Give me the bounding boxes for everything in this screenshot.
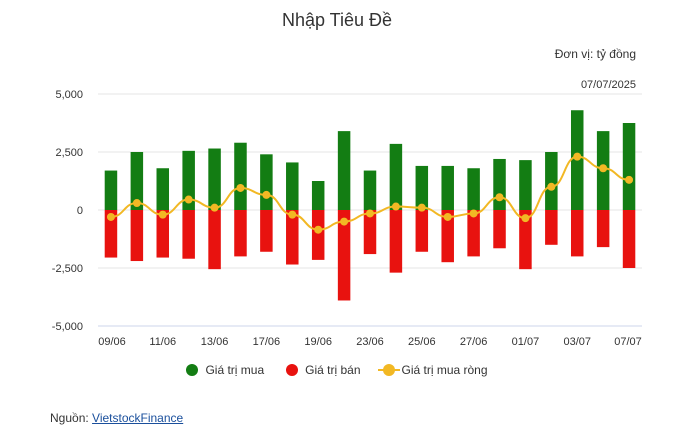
net-point [495, 193, 504, 202]
buy-bar [493, 158, 506, 210]
source: Nguồn: VietstockFinance [50, 411, 183, 425]
sell-bar [130, 210, 144, 262]
buy-bar [130, 152, 144, 210]
buy-bar [545, 152, 558, 210]
net-point [521, 214, 530, 223]
y-tick-label: -2,500 [52, 263, 83, 275]
net-point [288, 210, 297, 219]
net-point [236, 183, 245, 192]
buy-bar [389, 143, 403, 210]
buy-bar [234, 142, 247, 210]
buy-bar [415, 165, 429, 210]
net-point [443, 212, 452, 221]
y-tick-label: -5,000 [52, 321, 83, 333]
y-tick-label: 2,500 [55, 147, 83, 159]
net-line [106, 152, 634, 234]
legend-item-buy[interactable]: Giá trị mua [186, 363, 264, 377]
x-tick-label: 09/06 [98, 336, 126, 348]
net-point [340, 217, 349, 226]
buy-bar [622, 123, 636, 210]
net-point [417, 203, 426, 212]
buy-bar [519, 160, 532, 210]
buy-bar [156, 168, 170, 210]
sell-bar [182, 210, 195, 259]
net-point [573, 152, 582, 161]
sell-bar [493, 210, 506, 249]
buy-bar [441, 165, 454, 210]
sell-bar [519, 210, 532, 270]
sell-bar [363, 210, 377, 255]
sell-bar [156, 210, 170, 258]
x-tick-label: 17/06 [253, 336, 281, 348]
legend-label-buy: Giá trị mua [205, 363, 265, 377]
sell-bar [596, 210, 610, 248]
buy-bar [260, 154, 273, 210]
x-tick-label: 13/06 [201, 336, 229, 348]
net-point [262, 190, 271, 199]
sell-bar [622, 210, 636, 268]
sell-bar [260, 210, 273, 252]
x-tick-label: 27/06 [460, 336, 488, 348]
buy-marker-icon [186, 364, 199, 376]
date-label: 07/07/2025 [580, 79, 636, 91]
x-tick-label: 23/06 [356, 336, 384, 348]
net-point [599, 164, 608, 173]
y-axis: 5,000 2,500 0 -2,500 -5,000 [52, 89, 83, 333]
source-link[interactable]: VietstockFinance [92, 411, 184, 425]
buy-bar [337, 131, 351, 210]
sell-bar [570, 210, 584, 257]
net-point [184, 195, 193, 204]
buy-bar [363, 170, 377, 210]
buy-bar [467, 168, 480, 210]
sell-marker-icon [286, 364, 299, 376]
net-point [469, 209, 478, 218]
net-point [547, 182, 556, 191]
net-point [158, 210, 167, 219]
y-tick-label: 5,000 [55, 89, 83, 101]
bars [104, 110, 636, 301]
sell-bar [208, 210, 221, 270]
legend-item-sell[interactable]: Giá trị bán [286, 363, 361, 377]
x-tick-label: 01/07 [512, 336, 540, 348]
x-tick-label: 25/06 [408, 336, 436, 348]
buy-bar [311, 181, 325, 210]
sell-bar [286, 210, 299, 265]
net-marker-icon [377, 364, 400, 376]
net-point [210, 203, 219, 212]
sell-bar [234, 210, 247, 257]
legend-label-net: Giá trị mua ròng [401, 363, 488, 377]
net-point [391, 202, 400, 211]
legend-label-sell: Giá trị bán [305, 363, 361, 377]
buy-bar [182, 150, 195, 210]
sell-bar [104, 210, 118, 258]
buy-bar [104, 170, 118, 210]
sell-bar [415, 210, 429, 252]
x-tick-label: 19/06 [304, 336, 332, 348]
chart-title: Nhập Tiêu Đề [281, 10, 393, 30]
source-label: Nguồn: [50, 411, 89, 425]
legend: Giá trị mua Giá trị bán Giá trị mua ròng [0, 363, 674, 377]
net-point [366, 209, 374, 218]
x-tick-label: 11/06 [149, 336, 176, 348]
sell-bar [337, 210, 351, 301]
net-point [132, 199, 141, 208]
unit-label: Đơn vị: tỷ đồng [554, 47, 636, 61]
chart-plot: 5,000 2,500 0 -2,500 -5,000 09/06 11/06 13/06 1… [52, 89, 642, 348]
net-point [106, 212, 115, 221]
sell-bar [311, 210, 325, 260]
sell-bar [441, 210, 454, 263]
sell-bar [545, 210, 558, 245]
y-tick-label: 0 [77, 205, 83, 217]
x-axis: 09/06 11/06 13/06 17/06 19/06 23/06 25/06 27/06… [98, 336, 642, 348]
x-tick-label: 03/07 [563, 336, 591, 348]
net-point [314, 225, 323, 234]
buy-bar [286, 162, 299, 210]
net-point [625, 175, 634, 184]
x-tick-label: 07/07 [614, 336, 642, 348]
legend-item-net[interactable]: Giá trị mua ròng [377, 363, 488, 377]
sell-bar [389, 210, 403, 273]
sell-bar [467, 210, 480, 257]
buy-bar [208, 148, 221, 210]
